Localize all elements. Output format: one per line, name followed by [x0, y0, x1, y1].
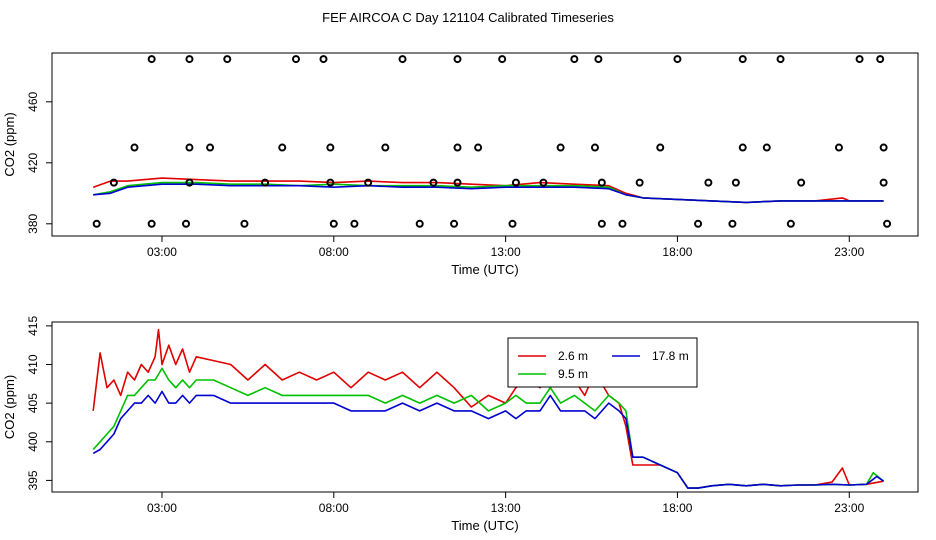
x-tick-label: 08:00	[319, 501, 349, 515]
flag-point	[539, 178, 548, 187]
flag-point	[738, 143, 747, 152]
flag-point	[656, 143, 665, 152]
flag-point	[673, 55, 682, 64]
flag-point	[508, 219, 517, 228]
flag-point	[731, 178, 740, 187]
plot-frame	[51, 321, 919, 493]
flag-point	[556, 143, 565, 152]
flag-point	[364, 178, 373, 187]
legend-label: 9.5 m	[558, 367, 588, 381]
flag-point	[147, 55, 156, 64]
x-tick-label: 03:00	[147, 501, 177, 515]
flag-point	[261, 178, 270, 187]
y-tick-label: 415	[26, 316, 40, 336]
flag-point	[326, 143, 335, 152]
flag-point	[147, 219, 156, 228]
flag-point	[329, 219, 338, 228]
flag-point	[291, 55, 300, 64]
y-tick-label: 400	[26, 431, 40, 451]
flag-point	[381, 143, 390, 152]
series-line-17-8-m	[93, 183, 884, 204]
flag-point	[109, 178, 118, 187]
flag-point	[453, 143, 462, 152]
flag-point	[797, 178, 806, 187]
y-tick-label: 460	[26, 91, 40, 111]
top-panel: 03:00 08:00 13:00 18:00 23:00 Time (UTC) 380 42…	[2, 52, 919, 277]
flag-point	[278, 143, 287, 152]
flag-point	[594, 55, 603, 64]
x-tick-label: 18:00	[662, 501, 692, 515]
flag-point	[618, 219, 627, 228]
x-tick-label: 23:00	[834, 245, 864, 259]
flag-point	[762, 143, 771, 152]
flag-point	[570, 55, 579, 64]
y-tick-label: 420	[26, 152, 40, 172]
x-axis-label: Time (UTC)	[451, 518, 518, 533]
flag-point	[855, 55, 864, 64]
flag-point	[635, 178, 644, 187]
flag-point	[879, 178, 888, 187]
flag-point	[879, 143, 888, 152]
x-tick-label: 18:00	[662, 245, 692, 259]
flag-point	[474, 143, 483, 152]
series-line-17-8-m	[92, 390, 885, 489]
flag-point	[498, 55, 507, 64]
flag-point	[453, 55, 462, 64]
flag-point	[240, 219, 249, 228]
y-tick-label: 395	[26, 470, 40, 490]
flag-point	[92, 219, 101, 228]
flag-point	[704, 178, 713, 187]
flag-point	[883, 219, 892, 228]
y-tick-label: 405	[26, 393, 40, 413]
series-line-2-6-m	[92, 328, 884, 489]
x-tick-label: 23:00	[834, 501, 864, 515]
x-tick-label: 13:00	[491, 501, 521, 515]
x-tick-label: 08:00	[319, 245, 349, 259]
chart-title: FEF AIRCOA C Day 121104 Calibrated Times…	[322, 10, 614, 25]
series-line-9-5-m	[92, 367, 885, 489]
flag-point	[326, 178, 335, 187]
legend-label: 2.6 m	[558, 349, 588, 363]
flag-point	[185, 143, 194, 152]
flag-point	[738, 55, 747, 64]
flag-point	[511, 178, 520, 187]
flag-point	[597, 178, 606, 187]
legend-box	[507, 337, 698, 388]
flag-point	[453, 178, 462, 187]
x-axis-label: Time (UTC)	[451, 262, 518, 277]
bottom-panel: 03:00 08:00 13:00 18:00 23:00 Time (UTC) 395 40…	[2, 316, 919, 533]
flag-point	[350, 219, 359, 228]
flag-point	[415, 219, 424, 228]
flag-point	[185, 55, 194, 64]
flag-point	[223, 55, 232, 64]
y-tick-label: 410	[26, 354, 40, 374]
flag-point	[694, 219, 703, 228]
flag-point	[182, 219, 191, 228]
flag-point	[398, 55, 407, 64]
flag-point	[319, 55, 328, 64]
flag-point	[450, 219, 459, 228]
plot-frame	[51, 52, 919, 237]
legend-label: 17.8 m	[652, 349, 689, 363]
flag-point	[130, 143, 139, 152]
flag-point	[776, 55, 785, 64]
flag-point	[206, 143, 215, 152]
flag-point	[786, 219, 795, 228]
flag-point	[590, 143, 599, 152]
flag-point	[876, 55, 885, 64]
y-axis-label: CO2 (ppm)	[2, 375, 17, 439]
flag-point	[597, 219, 606, 228]
flag-point	[728, 219, 737, 228]
y-tick-label: 380	[26, 213, 40, 233]
y-axis-label: CO2 (ppm)	[2, 112, 17, 176]
flag-point	[429, 178, 438, 187]
x-tick-label: 13:00	[491, 245, 521, 259]
series-line-2-6-m	[92, 177, 884, 204]
x-tick-label: 03:00	[147, 245, 177, 259]
flag-point	[185, 178, 194, 187]
flag-point	[834, 143, 843, 152]
